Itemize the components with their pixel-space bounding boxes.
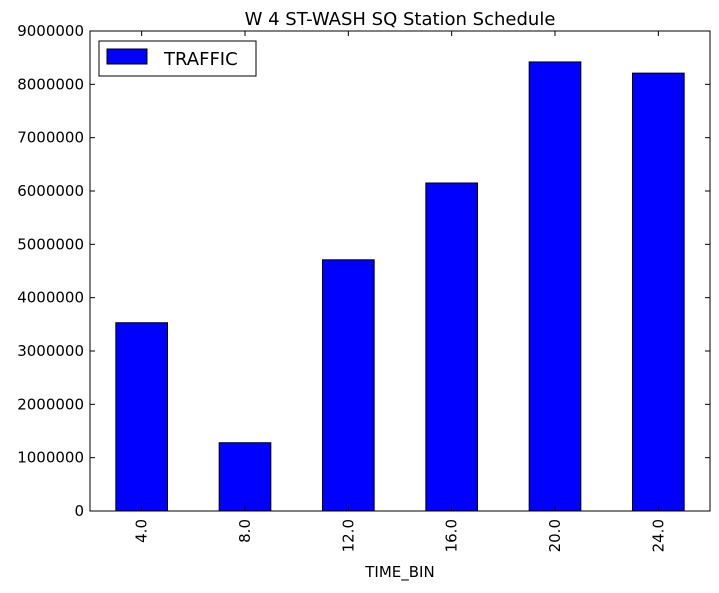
- x-tick-label: 24.0: [649, 519, 667, 552]
- bars-layer: [115, 61, 685, 512]
- bar-8-0: [218, 442, 272, 512]
- legend: TRAFFIC: [98, 40, 257, 77]
- x-tick-label: 8.0: [236, 519, 254, 543]
- x-tick-label: 4.0: [133, 519, 151, 543]
- y-tick-label: 7000000: [17, 129, 84, 147]
- y-tick-label: 2000000: [17, 395, 84, 413]
- x-tick-label: 16.0: [443, 519, 461, 552]
- x-tick-label: 20.0: [546, 519, 564, 552]
- y-tick-label: 1000000: [17, 449, 84, 467]
- chart-title: W 4 ST-WASH SQ Station Schedule: [245, 9, 556, 30]
- y-axis: 0 1000000 2000000 3000000 4000000 5000000 6000…: [17, 22, 710, 520]
- plot-area-frame: [89, 30, 711, 512]
- y-tick-label: 4000000: [17, 289, 84, 307]
- y-tick-label: 9000000: [17, 22, 84, 40]
- y-tick-label: 6000000: [17, 182, 84, 200]
- bar-20-0: [528, 61, 582, 512]
- legend-swatch-traffic: [106, 48, 148, 65]
- bar-4-0: [115, 322, 169, 512]
- y-tick-label: 5000000: [17, 235, 84, 253]
- bar-16-0: [425, 182, 479, 512]
- bar-24-0: [632, 72, 685, 512]
- bar-12-0: [322, 259, 375, 512]
- y-tick-label: 8000000: [17, 75, 84, 93]
- x-tick-label: 12.0: [339, 519, 357, 552]
- y-tick-label: 0: [74, 502, 84, 520]
- y-tick-label: 3000000: [17, 342, 84, 360]
- x-axis: 4.0 8.0 12.0 16.0 20.0 24.0: [133, 31, 667, 552]
- legend-label-traffic: TRAFFIC: [163, 49, 238, 70]
- x-axis-label: TIME_BIN: [364, 563, 434, 582]
